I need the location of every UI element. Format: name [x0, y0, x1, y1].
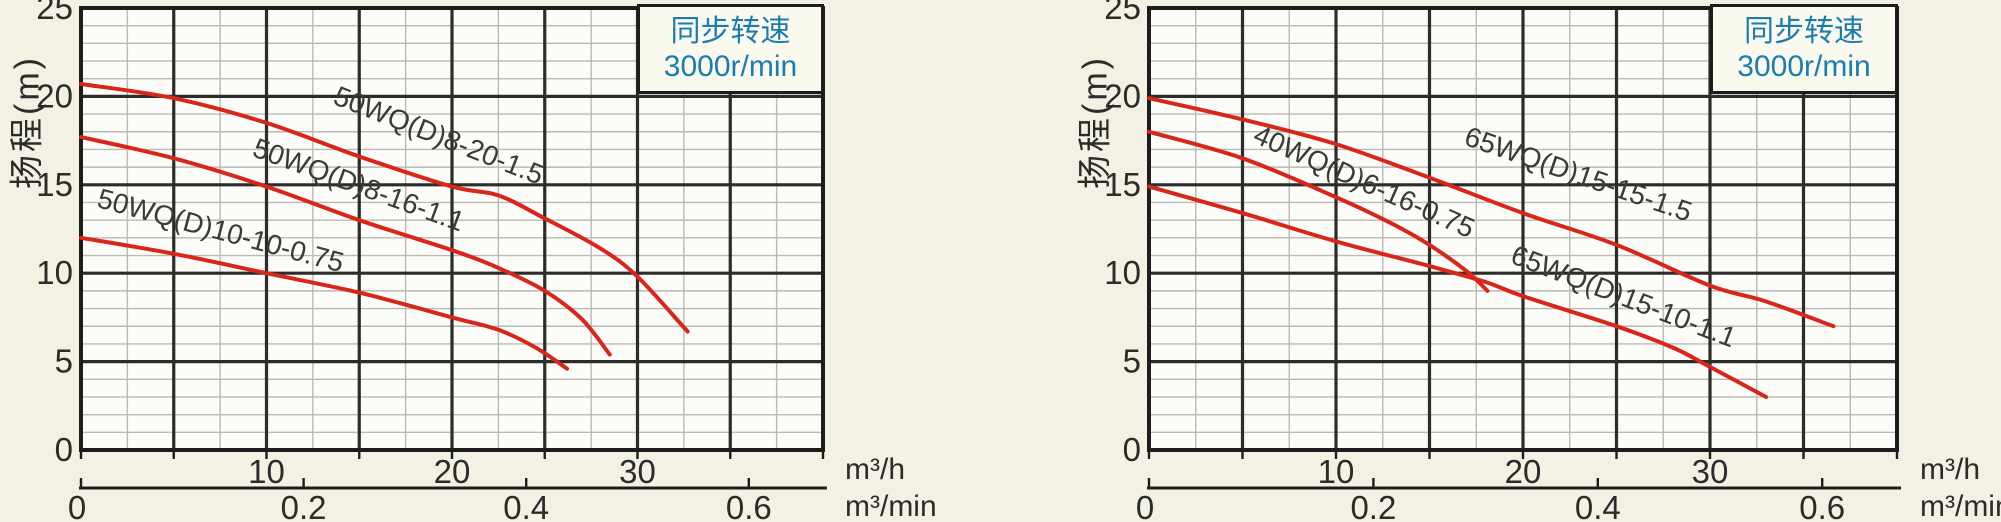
y-axis-title-right-chart: 扬程(m) — [1076, 55, 1115, 189]
x-tick-label-m3h: 30 — [619, 453, 656, 490]
y-tick-label: 25 — [1104, 0, 1141, 26]
m3min-tick-label: 0.2 — [1350, 489, 1396, 522]
m3min-tick-label: 0.2 — [281, 489, 327, 522]
y-tick-label: 5 — [1123, 343, 1141, 380]
x-axis-unit-m3h-left-chart: m³/h — [845, 453, 905, 486]
y-tick-label: 20 — [1104, 77, 1141, 114]
x-axis-unit-m3h-right-chart: m³/h — [1920, 453, 1980, 486]
y-tick-label: 25 — [36, 0, 73, 26]
m3min-tick-label: 0 — [68, 489, 86, 522]
y-tick-label: 0 — [1123, 431, 1141, 468]
pump-curve — [1147, 184, 1769, 399]
legend-rpm-value: 3000r/min — [1737, 50, 1871, 83]
legend-box-right-chart: 同步转速 3000r/min — [1710, 4, 1898, 94]
y-tick-label: 10 — [36, 254, 73, 291]
x-tick-label-m3h: 10 — [1318, 453, 1355, 490]
pump-curve — [1147, 129, 1490, 293]
x-axis-unit-m3min-right-chart: m³/min — [1920, 490, 2001, 522]
legend-box-left-chart: 同步转速 3000r/min — [637, 4, 824, 94]
pump-curve — [1147, 96, 1836, 329]
m3min-tick-label: 0 — [1136, 489, 1154, 522]
y-tick-label: 10 — [1104, 254, 1141, 291]
pump-curve — [79, 235, 569, 371]
plot-border — [79, 6, 825, 452]
m3min-tick-label: 0.6 — [726, 489, 772, 522]
legend-sync-speed-label: 同步转速 — [670, 15, 791, 48]
legend-sync-speed-label: 同步转速 — [1744, 15, 1864, 48]
y-tick-label: 5 — [55, 343, 73, 380]
y-tick-label: 0 — [55, 431, 73, 468]
plot-border — [1147, 6, 1899, 452]
m3min-tick-label: 0.6 — [1799, 489, 1845, 522]
x-tick-label-m3h: 20 — [1505, 453, 1542, 490]
m3min-tick-label: 0.4 — [503, 489, 549, 522]
y-axis-title-left-chart: 扬程(m) — [8, 55, 47, 189]
legend-rpm-value: 3000r/min — [663, 50, 798, 83]
x-axis-unit-m3min-left-chart: m³/min — [845, 490, 937, 522]
x-tick-label-m3h: 30 — [1692, 453, 1729, 490]
y-tick-label: 15 — [36, 166, 73, 203]
m3min-tick-label: 0.4 — [1575, 489, 1621, 522]
y-tick-label: 15 — [1104, 166, 1141, 203]
pump-curve — [79, 135, 612, 357]
x-tick-label-m3h: 10 — [248, 453, 285, 490]
y-tick-label: 20 — [36, 77, 73, 114]
x-tick-label-m3h: 20 — [434, 453, 471, 490]
pump-curve — [79, 82, 690, 334]
